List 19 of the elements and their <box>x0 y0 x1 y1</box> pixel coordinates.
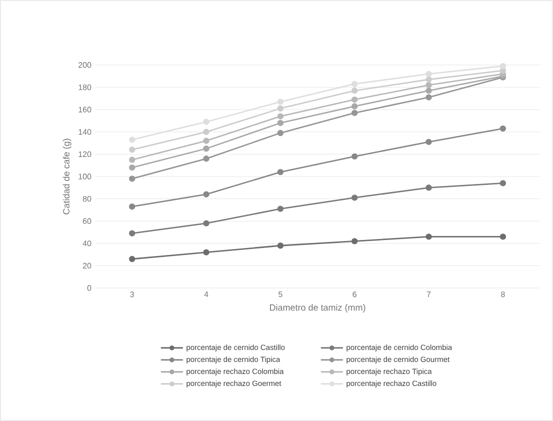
x-axis-title: Diametro de tamiz (mm) <box>270 304 366 312</box>
y-tick-label: 20 <box>82 262 92 269</box>
x-tick-label: 7 <box>426 292 431 298</box>
x-tick-label: 3 <box>130 292 134 298</box>
y-tick-label: 180 <box>78 84 92 90</box>
y-tick-label: 200 <box>78 62 92 68</box>
x-tick-label: 8 <box>501 292 505 298</box>
y-tick-label: 40 <box>82 240 92 246</box>
x-tick-label: 6 <box>352 292 356 298</box>
x-tick-label: 4 <box>204 292 208 298</box>
y-tick-label: 120 <box>78 151 92 158</box>
y-tick-label: 60 <box>82 218 92 224</box>
y-axis-title: Catidad de cafe (g) <box>62 138 72 214</box>
y-tick-label: 140 <box>78 129 92 135</box>
y-tick-label: 0 <box>87 285 92 291</box>
x-tick-label: 5 <box>278 292 282 298</box>
y-tick-label: 80 <box>82 196 92 202</box>
y-tick-label: 160 <box>78 106 92 112</box>
y-tick-label: 100 <box>78 174 92 180</box>
